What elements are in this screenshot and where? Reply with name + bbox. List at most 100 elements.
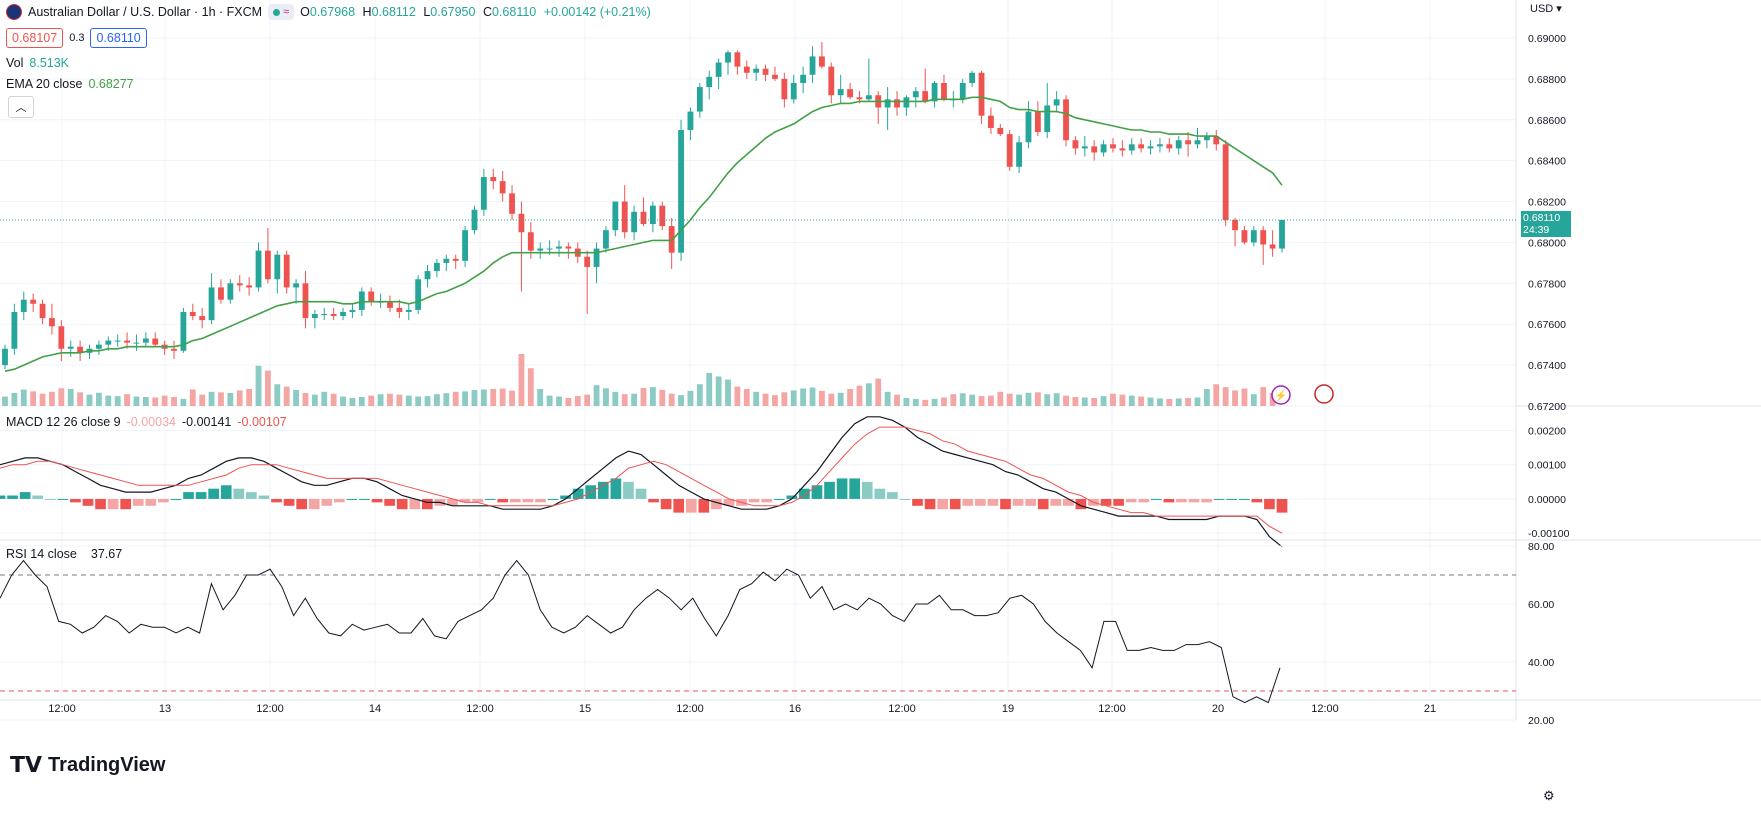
volume-bar: [1203, 388, 1210, 406]
macd-histogram-bar: [1100, 498, 1112, 506]
open-value: 0.67968: [309, 5, 356, 19]
x-tick-label: 19: [1002, 703, 1014, 715]
high-label: H: [362, 5, 372, 19]
symbol-title[interactable]: Australian Dollar / U.S. Dollar · 1h · F…: [28, 5, 263, 19]
volume-bar: [434, 394, 440, 406]
candle-body: [565, 246, 572, 249]
macd-histogram-bar: [761, 498, 773, 503]
y-tick-label: 0.67200: [1528, 401, 1566, 413]
macd-histogram-bar: [811, 485, 823, 499]
candle-body: [142, 338, 149, 343]
candle-body: [396, 307, 403, 312]
macd-label: MACD 12 26 close 9: [6, 415, 121, 429]
candle-body: [1016, 142, 1022, 167]
macd-histogram-bar: [1264, 498, 1275, 510]
macd-histogram-bar: [145, 498, 157, 506]
volume-bar: [161, 395, 168, 406]
candle-body: [208, 287, 215, 321]
sell-price-button[interactable]: 0.68107: [6, 28, 64, 48]
y-tick-label: 0.67600: [1528, 319, 1566, 331]
macd-histogram-bar: [1201, 498, 1212, 503]
volume-bar: [1260, 387, 1267, 406]
volume-bar: [912, 398, 919, 406]
candle-body: [903, 97, 910, 108]
macd-histogram-bar: [107, 498, 119, 510]
y-tick-label: 0.68600: [1528, 115, 1566, 127]
macd-histogram-bar: [57, 498, 69, 500]
volume-bar: [199, 394, 206, 406]
candle-body: [462, 230, 469, 261]
collapse-legend-button[interactable]: ︿: [8, 96, 34, 118]
volume-bar: [1222, 387, 1229, 406]
macd-histogram-bar: [384, 498, 395, 506]
currency-selector[interactable]: USD ▾: [1530, 2, 1562, 15]
volume-bar: [58, 388, 65, 406]
candle-body: [546, 248, 553, 250]
candle-body: [1260, 230, 1267, 245]
tradingview-logo[interactable]: 𝗧𝗩 TradingView: [10, 752, 166, 778]
macd-signal-value: -0.00107: [237, 415, 287, 429]
macd-histogram-bar: [572, 488, 584, 499]
macd-histogram-bar: [0, 495, 6, 499]
candle-body: [1279, 219, 1285, 249]
volume-bar: [584, 394, 591, 406]
macd-histogram-bar: [987, 498, 999, 506]
low-label: L: [423, 5, 431, 19]
candle-body: [1213, 136, 1220, 145]
volume-bar: [2, 396, 8, 406]
macd-histogram-bar: [1062, 498, 1074, 506]
volume-bar: [621, 394, 628, 406]
volume-bar: [941, 397, 947, 406]
macd-histogram-bar: [346, 498, 358, 500]
candle-body: [330, 314, 337, 317]
macd-histogram-bar: [1113, 498, 1124, 506]
candle-body: [452, 258, 459, 261]
volume-bar: [67, 388, 74, 406]
macd-histogram-bar: [949, 498, 961, 510]
candle-body: [715, 62, 722, 77]
candle-body: [434, 262, 440, 272]
rsi-legend: RSI 14 close 37.67: [6, 547, 122, 561]
volume-bar: [894, 394, 900, 406]
market-status-button[interactable]: ≈: [268, 4, 295, 20]
volume-bar: [452, 391, 459, 406]
candle-body: [321, 314, 328, 315]
candle-body: [912, 91, 919, 98]
high-value: 0.68112: [371, 5, 416, 19]
candle-body: [706, 76, 713, 88]
volume-bar: [49, 391, 55, 406]
macd-histogram-bar: [447, 498, 458, 506]
macd-histogram-bar: [711, 498, 722, 510]
candle-body: [311, 314, 318, 319]
macd-histogram-bar: [7, 495, 18, 499]
candle-body: [781, 78, 788, 100]
x-tick-label: 12:00: [676, 703, 704, 715]
y-tick-label: 0.67800: [1528, 278, 1566, 290]
volume-bar: [152, 397, 159, 406]
candle-body: [612, 201, 619, 231]
macd-histogram-bar: [723, 498, 735, 506]
volume-bar: [1147, 397, 1154, 406]
volume-value: 8.513K: [29, 56, 70, 70]
buy-price-button[interactable]: 0.68110: [90, 28, 147, 48]
settings-icon[interactable]: ⚙: [1543, 788, 1555, 803]
volume-bar: [1091, 397, 1098, 406]
ema-label: EMA 20 close: [6, 77, 83, 91]
candle-body: [218, 287, 224, 300]
macd-histogram-bar: [849, 478, 861, 499]
macd-histogram-bar: [824, 481, 835, 499]
macd-histogram-bar: [70, 498, 81, 503]
candle-body: [265, 250, 271, 280]
candle-body: [959, 82, 966, 100]
macd-histogram-bar: [409, 498, 421, 510]
volume-bar: [1034, 392, 1041, 406]
volume-bar: [1053, 393, 1060, 406]
macd-histogram-bar: [1138, 498, 1150, 503]
volume-bar: [1138, 396, 1145, 406]
macd-y-tick-label: 0.00000: [1528, 494, 1566, 506]
macd-histogram-bar: [635, 488, 647, 499]
candle-body: [227, 283, 234, 300]
candle-body: [518, 213, 525, 233]
